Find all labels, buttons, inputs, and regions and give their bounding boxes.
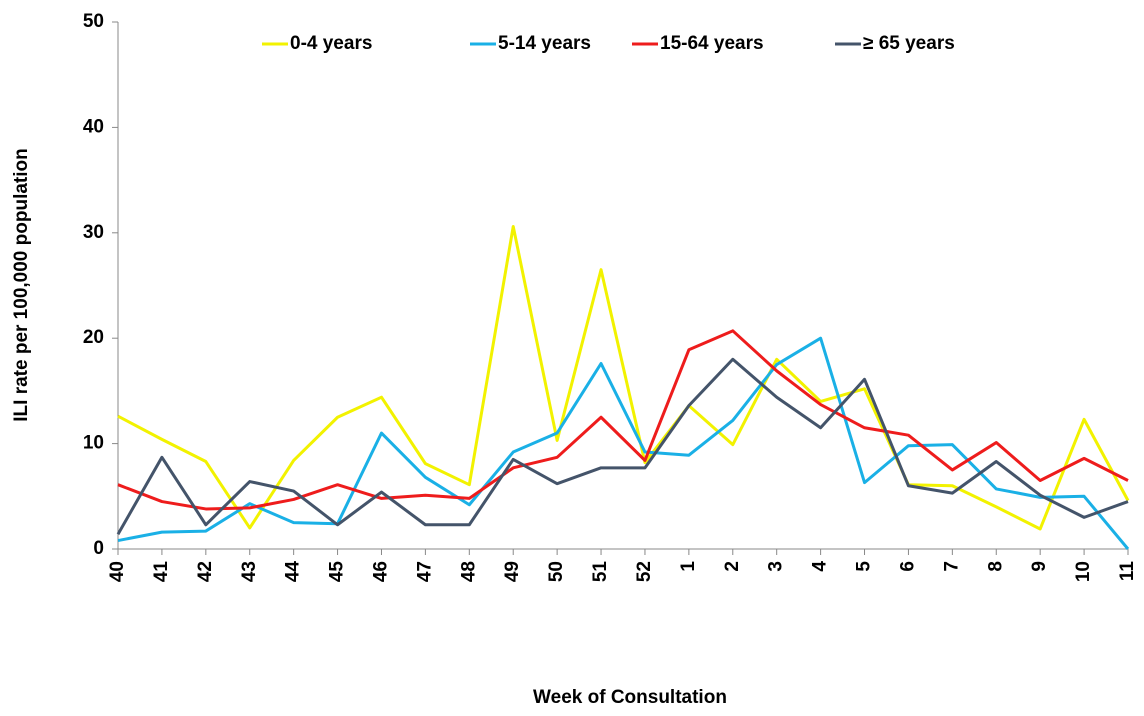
legend-label: 0-4 years bbox=[290, 33, 372, 54]
y-tick-label: 20 bbox=[83, 327, 104, 348]
x-tick-label: 49 bbox=[502, 561, 523, 582]
x-tick-label: 44 bbox=[283, 561, 304, 583]
x-tick-label: 52 bbox=[634, 561, 655, 582]
series-line bbox=[117, 329, 1129, 511]
x-tick-label: 50 bbox=[546, 561, 567, 582]
x-tick-label: 4 bbox=[810, 561, 831, 572]
x-tick-label: 9 bbox=[1029, 561, 1050, 572]
y-tick-label: 40 bbox=[83, 116, 104, 137]
x-tick-label: 41 bbox=[151, 561, 172, 583]
x-tick-label: 1 bbox=[678, 561, 699, 572]
x-tick-label: 7 bbox=[941, 561, 962, 572]
y-tick-label: 10 bbox=[83, 433, 104, 454]
x-tick-label: 47 bbox=[414, 561, 435, 582]
x-tick-label: 51 bbox=[590, 561, 611, 583]
x-tick-label: 5 bbox=[854, 561, 875, 572]
series-line bbox=[117, 224, 1130, 531]
y-tick-label: 0 bbox=[93, 538, 104, 559]
series-line bbox=[116, 357, 1129, 535]
x-tick-label: 45 bbox=[327, 561, 348, 583]
x-tick-label: 11 bbox=[1117, 561, 1138, 582]
legend-label: 15-64 years bbox=[660, 33, 764, 54]
legend-label: 5-14 years bbox=[498, 33, 591, 54]
x-tick-label: 2 bbox=[722, 561, 743, 572]
x-tick-label: 10 bbox=[1073, 561, 1094, 582]
series-line bbox=[117, 336, 1130, 550]
x-tick-label: 43 bbox=[239, 561, 260, 582]
x-tick-label: 42 bbox=[195, 561, 216, 582]
x-axis-label: Week of Consultation bbox=[533, 687, 727, 708]
x-tick-label: 40 bbox=[107, 561, 128, 582]
x-tick-label: 8 bbox=[985, 561, 1006, 572]
y-axis-label: ILI rate per 100,000 population bbox=[11, 148, 32, 421]
y-tick-label: 50 bbox=[83, 11, 104, 32]
x-tick-label: 46 bbox=[370, 561, 391, 582]
x-tick-label: 3 bbox=[766, 561, 787, 572]
y-tick-label: 30 bbox=[83, 222, 104, 243]
x-tick-label: 6 bbox=[897, 561, 918, 572]
legend-label: ≥ 65 years bbox=[863, 33, 955, 54]
x-tick-label: 48 bbox=[458, 561, 479, 582]
